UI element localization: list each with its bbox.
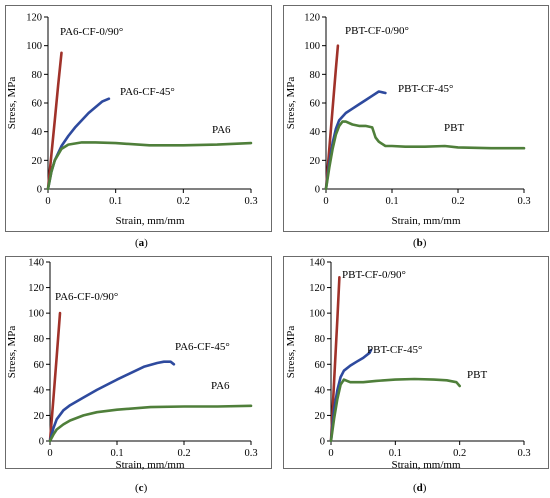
series-line-1 [48,311,62,443]
y-tick-label: 60 [315,360,326,371]
y-tick-label: 40 [32,127,43,138]
series-label-2: PBT-CF-45° [398,83,453,95]
x-tick-label: 0.1 [110,448,123,459]
series-line-3 [46,141,253,191]
series-line-2 [329,348,373,443]
x-tick-label: 0 [47,448,52,459]
series-label-1: PBT-CF-0/90° [342,269,406,281]
panel-frame [5,5,272,232]
y-tick-label: 80 [315,334,326,345]
panel-caption: (d) [413,482,427,494]
y-tick-label: 0 [320,437,325,448]
series-line-3 [329,377,462,443]
x-tick-label: 0.3 [244,448,257,459]
y-tick-label: 20 [32,156,43,167]
y-tick-label: 0 [315,185,320,196]
series-label-1: PA6-CF-0/90° [60,26,123,38]
x-tick-label: 0.3 [517,448,530,459]
x-tick-label: 0.2 [451,196,464,207]
y-tick-label: 140 [309,258,325,269]
y-tick-label: 80 [310,70,321,81]
x-axis-title: Strain, mm/mm [391,215,461,227]
y-tick-label: 100 [304,41,320,52]
panel-frame [283,5,549,232]
series-line-3 [48,404,253,443]
y-axis-title: Stress, MPa [6,77,18,130]
y-axis-title: Stress, MPa [285,326,297,379]
y-tick-label: 120 [304,13,320,24]
x-tick-label: 0.3 [244,196,257,207]
x-tick-label: 0.2 [177,448,190,459]
series-label-3: PA6 [212,124,231,136]
y-tick-label: 100 [309,309,325,320]
panel-frame [283,256,549,469]
x-tick-label: 0.1 [389,448,402,459]
y-tick-label: 80 [34,334,45,345]
series-line-1 [329,275,341,443]
x-tick-label: 0.1 [109,196,122,207]
x-tick-label: 0 [323,196,328,207]
y-tick-label: 40 [34,385,45,396]
series-label-3: PBT [467,369,487,381]
series-label-2: PBT-CF-45° [367,344,422,356]
y-tick-label: 100 [26,41,42,52]
y-tick-label: 120 [28,283,44,294]
panel-caption: (c) [135,482,148,494]
y-tick-label: 20 [315,411,326,422]
y-tick-label: 0 [37,185,42,196]
y-tick-label: 60 [34,360,45,371]
y-tick-label: 40 [315,385,326,396]
series-line-2 [48,360,176,443]
x-axis-title: Strain, mm/mm [115,215,185,227]
y-tick-label: 120 [26,13,42,24]
y-tick-label: 120 [309,283,325,294]
series-label-3: PBT [444,122,464,134]
y-tick-label: 80 [32,70,43,81]
y-tick-label: 40 [310,127,321,138]
series-label-1: PA6-CF-0/90° [55,291,118,303]
chart-panel-c: 0 20 40 60 80 100 120 140 0 0.1 0.2 0.3 Strain, mm/m… [5,256,272,494]
series-line-1 [46,51,63,191]
x-tick-label: 0.2 [453,448,466,459]
chart-panel-b: 0 20 40 60 80 100 120 0 0.1 0.2 0.3 Strain, mm/mm St… [283,5,549,249]
y-tick-label: 100 [28,309,44,320]
series-label-3: PA6 [211,380,230,392]
y-tick-label: 0 [39,437,44,448]
series-label-1: PBT-CF-0/90° [345,25,409,37]
x-axis-title: Strain, mm/mm [391,459,461,471]
x-axis-title: Strain, mm/mm [115,459,185,471]
panel-caption: (b) [413,237,427,249]
y-tick-label: 140 [28,258,44,269]
y-tick-label: 60 [32,99,43,110]
y-axis-title: Stress, MPa [285,77,297,130]
y-tick-label: 20 [310,156,321,167]
panel-caption: (a) [135,237,148,249]
series-label-2: PA6-CF-45° [175,341,230,353]
x-tick-label: 0.2 [177,196,190,207]
x-tick-label: 0 [45,196,50,207]
chart-panel-d: 0 20 40 60 80 100 120 140 0 0.1 0.2 0.3 Strain, mm/m… [283,256,549,494]
y-axis-title: Stress, MPa [6,326,18,379]
series-label-2: PA6-CF-45° [120,86,175,98]
y-tick-label: 20 [34,411,45,422]
x-tick-label: 0.1 [385,196,398,207]
series-line-3 [324,120,526,191]
x-tick-label: 0 [328,448,333,459]
y-tick-label: 60 [310,99,321,110]
chart-panel-a: 0 20 40 60 80 100 120 0 0.1 0.2 0.3 Strain, mm/mm St… [5,5,272,249]
x-tick-label: 0.3 [517,196,530,207]
panel-frame [5,256,272,469]
